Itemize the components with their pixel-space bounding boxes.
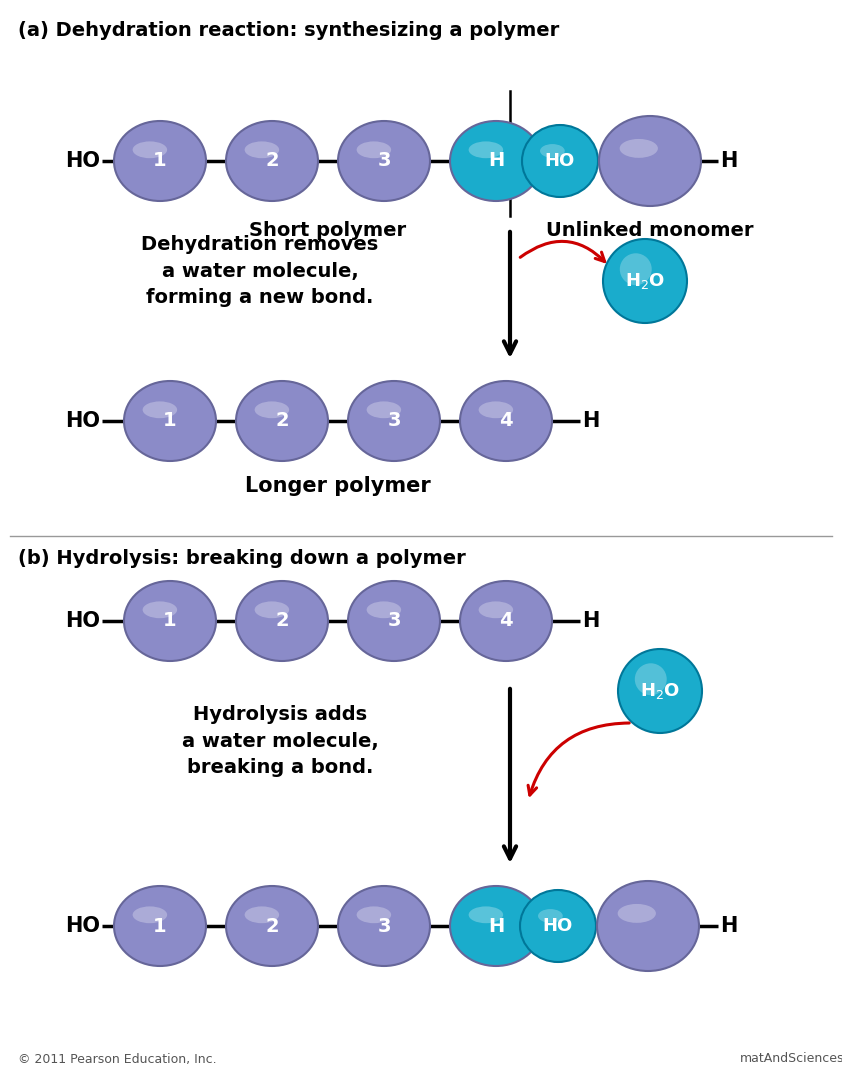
Text: 2: 2 — [275, 612, 289, 630]
Ellipse shape — [620, 139, 658, 158]
Text: Hydrolysis adds
a water molecule,
breaking a bond.: Hydrolysis adds a water molecule, breaki… — [182, 705, 378, 777]
Ellipse shape — [245, 906, 280, 923]
Text: Unlinked monomer: Unlinked monomer — [546, 222, 754, 240]
Text: 3: 3 — [377, 917, 391, 935]
Ellipse shape — [245, 142, 280, 158]
Ellipse shape — [357, 906, 392, 923]
Text: matAndSciences: matAndSciences — [740, 1053, 842, 1066]
Ellipse shape — [538, 909, 562, 923]
Ellipse shape — [124, 580, 216, 660]
Text: 1: 1 — [163, 612, 177, 630]
Ellipse shape — [124, 381, 216, 461]
Text: 3: 3 — [377, 151, 391, 171]
Ellipse shape — [348, 381, 440, 461]
Text: H: H — [720, 151, 738, 171]
Text: 4: 4 — [499, 612, 513, 630]
Ellipse shape — [460, 580, 552, 660]
Ellipse shape — [133, 142, 167, 158]
Text: Short polymer: Short polymer — [249, 222, 407, 240]
Ellipse shape — [114, 886, 206, 966]
Circle shape — [603, 239, 687, 323]
Text: H$_2$O: H$_2$O — [625, 271, 665, 291]
Circle shape — [618, 649, 702, 733]
Text: (a) Dehydration reaction: synthesizing a polymer: (a) Dehydration reaction: synthesizing a… — [18, 22, 559, 40]
Ellipse shape — [469, 906, 504, 923]
Text: © 2011 Pearson Education, Inc.: © 2011 Pearson Education, Inc. — [18, 1053, 216, 1066]
Ellipse shape — [338, 886, 430, 966]
Ellipse shape — [522, 125, 598, 197]
Text: HO: HO — [65, 151, 100, 171]
Text: 1: 1 — [163, 412, 177, 430]
Text: HO: HO — [65, 411, 100, 431]
Ellipse shape — [450, 886, 542, 966]
Ellipse shape — [357, 142, 392, 158]
Text: 3: 3 — [387, 412, 401, 430]
Text: HO: HO — [65, 916, 100, 936]
Text: HO: HO — [543, 917, 573, 935]
Text: 3: 3 — [387, 612, 401, 630]
Text: H$_2$O: H$_2$O — [640, 681, 680, 700]
Text: HO: HO — [545, 152, 575, 170]
Ellipse shape — [348, 580, 440, 660]
Text: 2: 2 — [265, 151, 279, 171]
Ellipse shape — [226, 121, 318, 201]
Ellipse shape — [478, 601, 513, 618]
Ellipse shape — [226, 886, 318, 966]
Ellipse shape — [142, 401, 177, 418]
Circle shape — [620, 253, 652, 285]
Ellipse shape — [599, 116, 701, 206]
Ellipse shape — [540, 144, 565, 158]
Text: Longer polymer: Longer polymer — [245, 476, 431, 496]
Ellipse shape — [366, 401, 401, 418]
Ellipse shape — [114, 121, 206, 201]
Text: 1: 1 — [153, 917, 167, 935]
Ellipse shape — [450, 121, 542, 201]
Ellipse shape — [366, 601, 401, 618]
Ellipse shape — [254, 601, 289, 618]
Ellipse shape — [338, 121, 430, 201]
Text: (b) Hydrolysis: breaking down a polymer: (b) Hydrolysis: breaking down a polymer — [18, 548, 466, 568]
Text: H: H — [582, 411, 600, 431]
Ellipse shape — [520, 890, 596, 962]
Text: 1: 1 — [153, 151, 167, 171]
Text: H: H — [582, 611, 600, 631]
Text: 2: 2 — [275, 412, 289, 430]
Text: HO: HO — [65, 611, 100, 631]
Text: H: H — [488, 917, 504, 935]
Circle shape — [635, 664, 667, 695]
Ellipse shape — [478, 401, 513, 418]
Ellipse shape — [133, 906, 167, 923]
Ellipse shape — [142, 601, 177, 618]
Text: H: H — [488, 151, 504, 171]
Text: Dehydration removes
a water molecule,
forming a new bond.: Dehydration removes a water molecule, fo… — [141, 235, 379, 307]
Ellipse shape — [236, 381, 328, 461]
Ellipse shape — [469, 142, 504, 158]
Text: 4: 4 — [499, 412, 513, 430]
Text: H: H — [720, 916, 738, 936]
Ellipse shape — [254, 401, 289, 418]
Ellipse shape — [460, 381, 552, 461]
Ellipse shape — [618, 904, 656, 923]
Ellipse shape — [236, 580, 328, 660]
Text: 2: 2 — [265, 917, 279, 935]
Ellipse shape — [597, 881, 699, 971]
